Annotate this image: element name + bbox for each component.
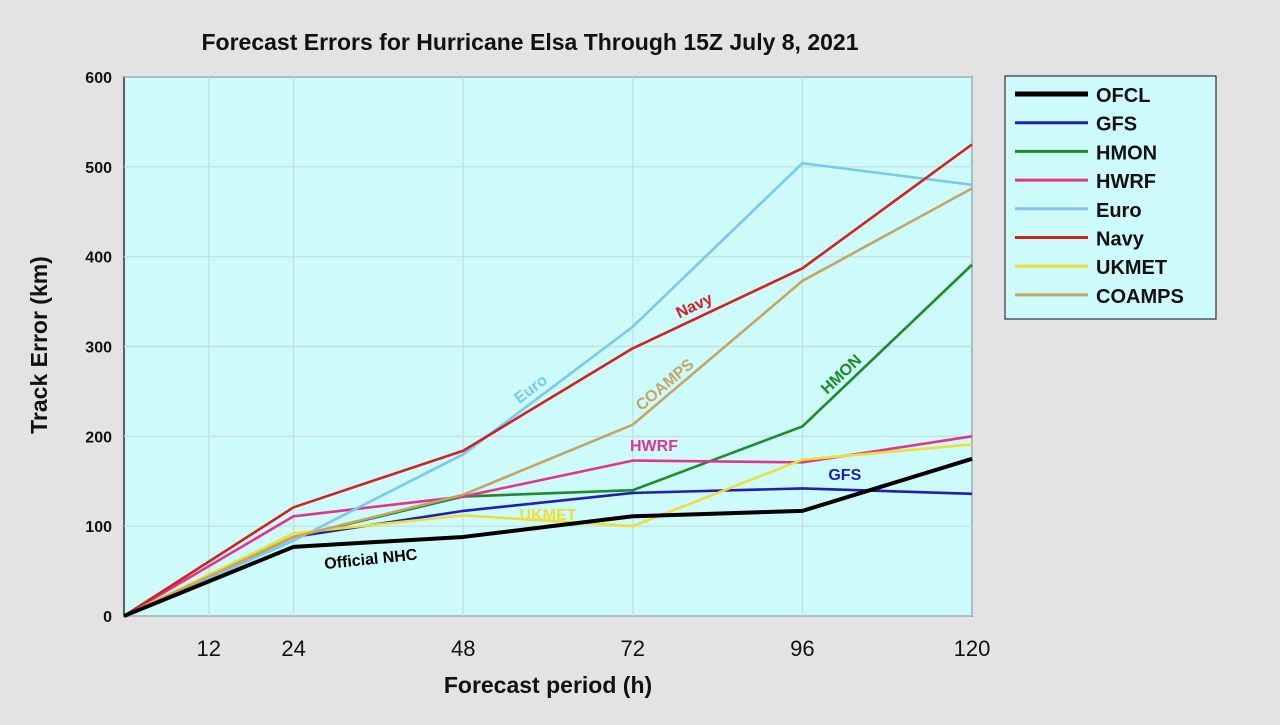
legend-label-ukmet: UKMET: [1096, 257, 1167, 279]
x-tick-label: 96: [790, 636, 814, 661]
y-tick-label: 0: [103, 609, 112, 626]
series-line-navy: [123, 143, 973, 618]
y-tick-label: 600: [85, 70, 112, 87]
legend-label-euro: Euro: [1096, 200, 1142, 222]
x-tick-label: 72: [621, 636, 645, 661]
x-tick-label: 24: [281, 636, 305, 661]
y-tick-label: 100: [85, 519, 112, 536]
grid-lines: [124, 76, 973, 617]
x-tick-label: 48: [451, 636, 475, 661]
chart-title: Forecast Errors for Hurricane Elsa Throu…: [201, 29, 858, 55]
annotation-ukmet: UKMET: [520, 507, 577, 524]
series-line-euro: [123, 161, 973, 618]
x-axis-label: Forecast period (h): [444, 672, 652, 698]
legend-label-hwrf: HWRF: [1096, 171, 1156, 193]
annotation-gfs: GFS: [828, 467, 861, 484]
legend: OFCL GFS HMON HWRF Euro Navy UKMET COAMPS: [1004, 75, 1217, 320]
x-tick-label: 12: [197, 636, 221, 661]
y-tick-label: 300: [85, 340, 112, 357]
series-lines: [123, 143, 973, 618]
annotation-hwrf: HWRF: [630, 438, 678, 455]
legend-label-ofcl: OFCL: [1096, 85, 1150, 107]
series-line-coamps: [123, 187, 973, 618]
y-tick-label: 200: [85, 429, 112, 446]
legend-label-gfs: GFS: [1096, 114, 1137, 136]
series-line-ofcl: [123, 456, 973, 618]
y-axis-label: Track Error (km): [26, 256, 52, 434]
legend-label-hmon: HMON: [1096, 142, 1157, 164]
y-tick-label: 500: [85, 160, 112, 177]
legend-box: [1004, 75, 1217, 320]
y-tick-label: 400: [85, 250, 112, 267]
series-line-ukmet: [123, 443, 973, 618]
axis-ticks: 12 24 48 72 96 120 0 100 200 300 400 500 600: [85, 70, 990, 661]
legend-label-coamps: COAMPS: [1096, 286, 1184, 308]
x-tick-label: 120: [954, 636, 991, 661]
legend-label-navy: Navy: [1096, 229, 1145, 251]
